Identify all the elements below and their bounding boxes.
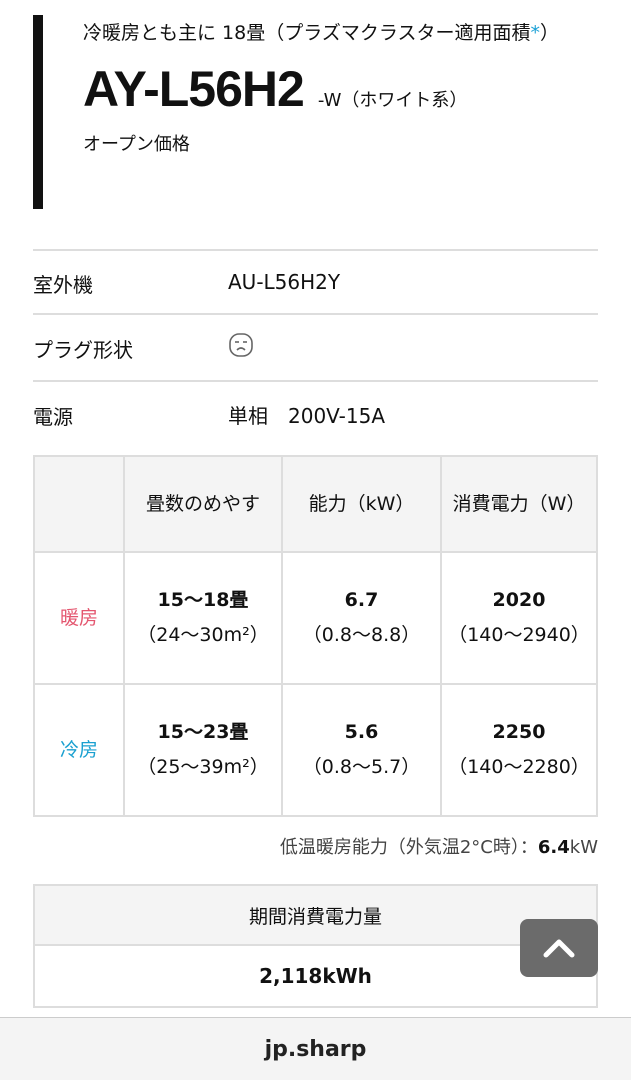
browser-url-bar[interactable]: jp.sharp [0, 1017, 631, 1080]
product-subtitle: 冷暖房とも主に 18畳（プラズマクラスター適用面積*） [83, 22, 559, 44]
header-cell: 能力（kW） [281, 455, 442, 553]
table-row-heating: 暖房 15〜18畳 （24〜30m²） 6.7 （0.8〜8.8） 2020 （140… [33, 551, 598, 685]
price: オープン価格 [83, 134, 190, 155]
footnote-asterisk[interactable]: * [530, 22, 540, 44]
header-cell: 消費電力（W） [440, 455, 598, 553]
low-temp-heating: 低温暖房能力（外気温2°C時）：6.4kW [279, 837, 598, 858]
mode-heating: 暖房 [33, 551, 125, 685]
model-variant: -W（ホワイト系） [317, 90, 468, 111]
spec-row-power: 電源 単相 200V-15A [33, 380, 598, 446]
spec-row-plug: プラグ形状 [33, 313, 598, 380]
scroll-to-top-button[interactable] [520, 919, 598, 977]
chevron-up-icon [543, 939, 575, 958]
mode-cooling: 冷房 [33, 683, 125, 817]
annual-consumption: 期間消費電力量 2,118kWh [33, 884, 598, 1008]
spec-list: 室外機 AU-L56H2Y プラグ形状 電源 単相 200V-15A [33, 249, 598, 446]
product-header: 冷暖房とも主に 18畳（プラズマクラスター適用面積*） AY-L56H2 -W（ホ… [33, 15, 613, 209]
spec-row-outdoor-unit: 室外機 AU-L56H2Y [33, 249, 598, 313]
plug-shape-icon [228, 332, 254, 363]
table-row-cooling: 冷房 15〜23畳 （25〜39m²） 5.6 （0.8〜5.7） 2250 （140… [33, 683, 598, 817]
header-cell: 畳数のめやす [123, 455, 283, 553]
model-name: AY-L56H2 [83, 61, 305, 117]
performance-table: 畳数のめやす 能力（kW） 消費電力（W） 暖房 15〜18畳 （24〜30m²）… [33, 455, 598, 817]
header-cell [33, 455, 125, 553]
